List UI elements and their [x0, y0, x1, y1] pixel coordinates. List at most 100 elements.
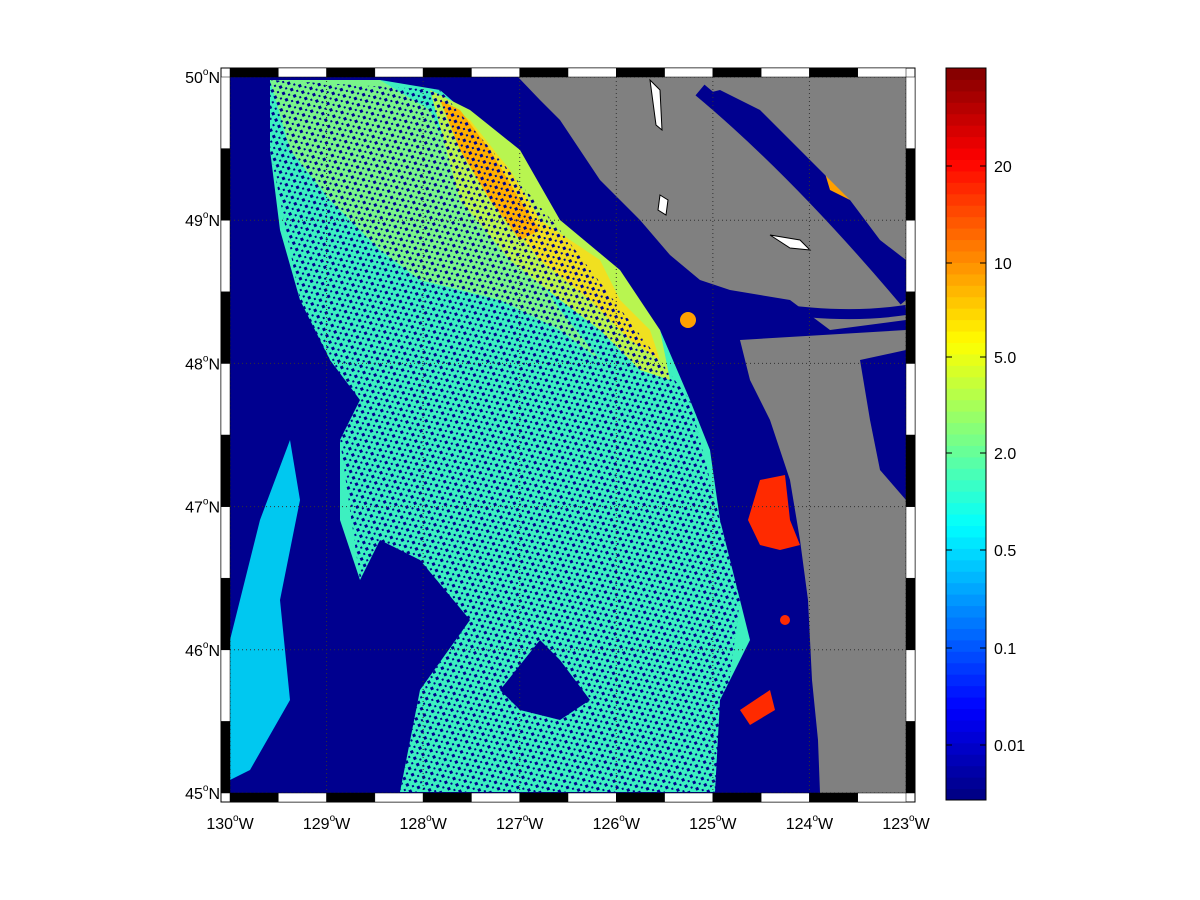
colorbar-tick-label: 0.1 [994, 641, 1016, 658]
latitude-tick-label: 46oN [185, 640, 220, 660]
frame-segment [760, 67, 810, 78]
colorbar-step [946, 102, 986, 115]
colorbar-step [946, 193, 986, 206]
longitude-tick-label: 127oW [496, 813, 544, 833]
colorbar-step [946, 525, 986, 538]
colorbar-step [946, 685, 986, 698]
frame-segment [220, 76, 231, 149]
colorbar-step [946, 170, 986, 183]
colorbar-step [946, 617, 986, 629]
chlorophyll-field [230, 80, 870, 792]
frame-segment [220, 363, 231, 436]
longitude-tick-label: 123oW [882, 813, 930, 833]
frame-segment [220, 721, 231, 794]
frame-segment [220, 434, 231, 507]
frame-segment [809, 792, 858, 803]
colorbar-tick-label: 0.01 [994, 738, 1025, 755]
frame-segment [519, 67, 569, 78]
latitude-tick-label: 48oN [185, 353, 220, 373]
colorbar-step [946, 434, 986, 446]
colorbar-step [946, 422, 986, 435]
longitude-axis: 130oW 129oW 128oW 127oW 126oW 125oW 124oW 123oW [206, 813, 930, 833]
frame-segment [567, 792, 617, 803]
colorbar-tick-label: 10 [994, 256, 1012, 273]
frame-segment [905, 363, 916, 436]
colorbar-step [946, 456, 986, 469]
colorbar-step [946, 308, 986, 321]
colorbar-step [946, 491, 986, 504]
colorbar-step [946, 719, 986, 732]
colorbar-step [946, 353, 986, 366]
colorbar-step [946, 662, 986, 675]
frame-segment [809, 67, 858, 78]
frame-segment [905, 434, 916, 507]
colorbar-step [946, 182, 986, 195]
colorbar-step [946, 502, 986, 515]
frame-segment [278, 67, 327, 78]
colorbar-step [946, 411, 986, 424]
colorbar-step [946, 228, 986, 241]
colorbar-step [946, 296, 986, 309]
colorbar-step [946, 754, 986, 767]
colorbar-step [946, 68, 986, 80]
longitude-tick-label: 126oW [593, 813, 641, 833]
colorbar-step [946, 113, 986, 126]
colorbar-step [946, 216, 986, 229]
frame-segment [220, 577, 231, 651]
colorbar-step [946, 628, 986, 641]
colorbar-step [946, 582, 986, 595]
latitude-axis: 50oN 49oN 48oN 47oN 46oN 45oN [185, 67, 220, 803]
frame-segment [220, 148, 231, 221]
colorbar-step [946, 548, 986, 561]
frame-segment [905, 219, 916, 293]
colorbar-step [946, 125, 986, 138]
frame-segment [471, 67, 520, 78]
frame-segment [326, 792, 376, 803]
frame-segment [905, 148, 916, 221]
colorbar-step [946, 285, 986, 298]
colorbar-step [946, 651, 986, 664]
colorbar-step [946, 90, 986, 103]
frame-segment [374, 67, 424, 78]
colorbar-step [946, 788, 986, 801]
frame-segment [616, 792, 665, 803]
colorbar-step [946, 376, 986, 389]
colorbar-step [946, 742, 986, 755]
colorbar-step [946, 605, 986, 618]
colorbar-step [946, 559, 986, 572]
colorbar-step [946, 388, 986, 401]
colorbar-step [946, 319, 986, 332]
colorbar-step [946, 594, 986, 607]
colorbar-tick-label: 2.0 [994, 446, 1016, 463]
latitude-tick-label: 49oN [185, 210, 220, 230]
frame-segment [229, 792, 279, 803]
colorbar: 20 10 5.0 2.0 0.5 0.1 0.01 [945, 67, 1025, 801]
colorbar-border [945, 67, 987, 801]
colorbar-step [946, 273, 986, 286]
frame-segment [616, 67, 665, 78]
longitude-tick-label: 130oW [206, 813, 254, 833]
frame-segment [905, 506, 916, 579]
colorbar-step [946, 251, 986, 263]
frame-segment [567, 67, 617, 78]
latitude-tick-label: 45oN [185, 783, 220, 803]
colorbar-step [946, 731, 986, 744]
frame-segment [422, 67, 472, 78]
frame-segment [857, 67, 907, 78]
colorbar-step [946, 571, 986, 584]
colorbar-step [946, 342, 986, 355]
colorbar-tick-label: 0.5 [994, 543, 1016, 560]
longitude-tick-label: 124oW [786, 813, 834, 833]
frame-segment [220, 649, 231, 722]
frame-segment [857, 792, 907, 803]
frame-segment [664, 792, 714, 803]
frame-segment [471, 792, 520, 803]
frame-segment [712, 792, 762, 803]
frame-segment [905, 76, 916, 149]
frame-segment [422, 792, 472, 803]
colorbar-step [946, 536, 986, 549]
colorbar-step [946, 331, 986, 343]
frame-segment [220, 291, 231, 364]
colorbar-step [946, 399, 986, 412]
colorbar-step [946, 136, 986, 149]
